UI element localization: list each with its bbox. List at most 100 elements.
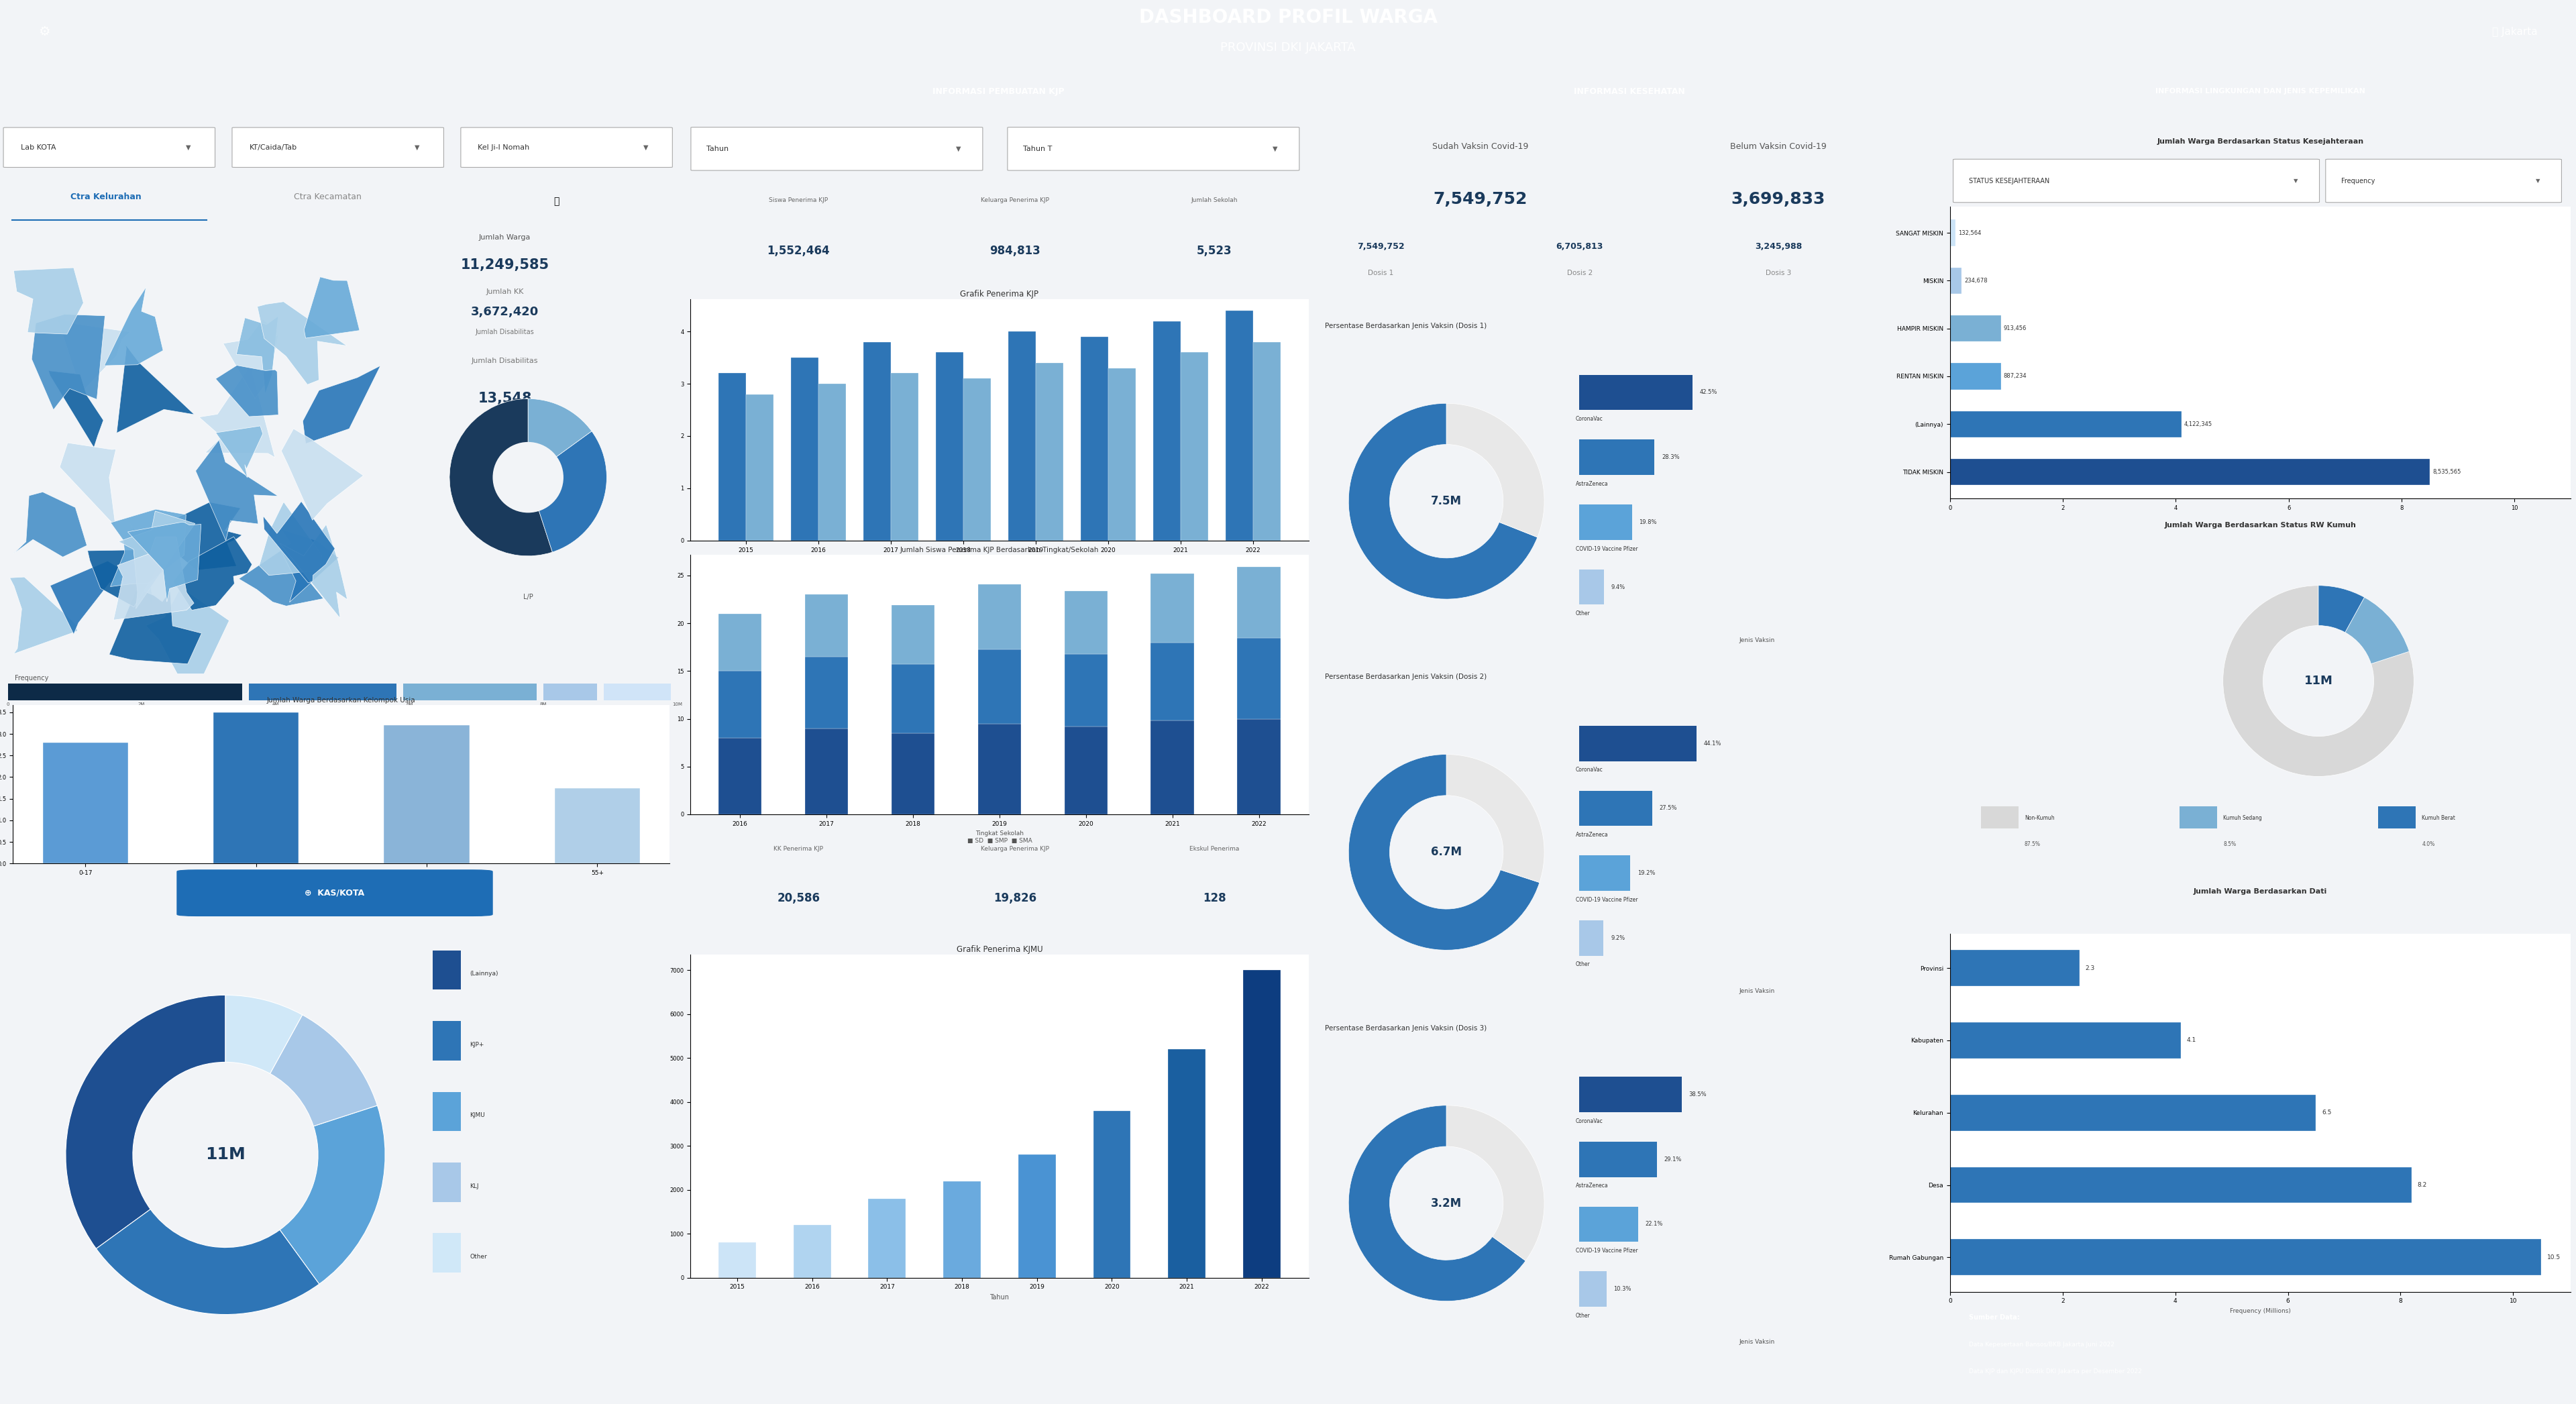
- Polygon shape: [118, 511, 196, 609]
- FancyBboxPatch shape: [402, 684, 536, 701]
- Text: 38.5%: 38.5%: [1690, 1091, 1708, 1098]
- Text: 27.5%: 27.5%: [1659, 806, 1677, 812]
- Wedge shape: [1448, 403, 1543, 538]
- Polygon shape: [258, 302, 348, 385]
- Bar: [1108, 368, 1136, 541]
- Wedge shape: [281, 1105, 384, 1285]
- Text: Kumuh Sedang: Kumuh Sedang: [2223, 814, 2262, 821]
- Bar: [1167, 1049, 1206, 1278]
- FancyBboxPatch shape: [433, 1021, 461, 1060]
- Text: INFORMASI PEMBUATAN KJP: INFORMASI PEMBUATAN KJP: [933, 87, 1064, 95]
- Text: Ctra Kelurahan: Ctra Kelurahan: [70, 192, 142, 201]
- Text: 234,678: 234,678: [1963, 278, 1986, 284]
- Text: 9.4%: 9.4%: [1610, 584, 1625, 590]
- Wedge shape: [528, 431, 608, 552]
- Text: AstraZeneca: AstraZeneca: [1577, 1182, 1607, 1189]
- Bar: [1950, 219, 1955, 246]
- Bar: [1151, 720, 1195, 814]
- Text: 42.5%: 42.5%: [1700, 389, 1718, 396]
- FancyBboxPatch shape: [1981, 806, 2020, 828]
- Text: 4M: 4M: [273, 702, 278, 706]
- Bar: [1950, 411, 2182, 437]
- Text: Keluarga Penerima KJP: Keluarga Penerima KJP: [981, 198, 1048, 204]
- Polygon shape: [111, 510, 185, 587]
- FancyBboxPatch shape: [8, 684, 242, 701]
- Text: 3.2M: 3.2M: [1430, 1198, 1463, 1209]
- Bar: [1151, 643, 1195, 720]
- Text: 29.1%: 29.1%: [1664, 1157, 1682, 1163]
- Polygon shape: [31, 314, 106, 410]
- Bar: [868, 1199, 907, 1278]
- Polygon shape: [10, 577, 77, 654]
- Bar: [1950, 1167, 2411, 1203]
- Polygon shape: [224, 319, 278, 399]
- Bar: [979, 723, 1020, 814]
- Text: COVID-19 Vaccine Pfizer: COVID-19 Vaccine Pfizer: [1577, 897, 1638, 903]
- Text: 6.7M: 6.7M: [1432, 847, 1461, 858]
- Text: 6,705,813: 6,705,813: [1556, 241, 1602, 250]
- Text: 22.1%: 22.1%: [1646, 1221, 1664, 1227]
- Wedge shape: [1350, 754, 1540, 951]
- Bar: [1950, 316, 2002, 341]
- Text: 0: 0: [5, 702, 10, 706]
- Wedge shape: [224, 995, 301, 1074]
- Bar: [1950, 459, 2429, 486]
- Bar: [1579, 790, 1651, 826]
- Bar: [44, 743, 129, 863]
- Text: Dosis 3: Dosis 3: [1765, 270, 1790, 277]
- Polygon shape: [281, 525, 348, 618]
- Text: ⊕  KAS/KOTA: ⊕ KAS/KOTA: [304, 889, 366, 897]
- Text: Ekskul Penerima: Ekskul Penerima: [1190, 845, 1239, 852]
- Text: 19.2%: 19.2%: [1638, 870, 1656, 876]
- Wedge shape: [1448, 1105, 1543, 1261]
- Text: Non-Kumuh: Non-Kumuh: [2025, 814, 2056, 821]
- Wedge shape: [1350, 403, 1538, 600]
- Text: KJMU: KJMU: [469, 1112, 484, 1119]
- Text: 9.2%: 9.2%: [1610, 935, 1625, 941]
- Title: Jumlah Warga Berdasarkan Kelompok Usia: Jumlah Warga Berdasarkan Kelompok Usia: [268, 696, 415, 703]
- Bar: [891, 664, 935, 733]
- Wedge shape: [448, 399, 551, 556]
- Text: KLJ: KLJ: [469, 1184, 479, 1189]
- Text: 10.5: 10.5: [2548, 1254, 2561, 1261]
- Text: 2.3: 2.3: [2084, 965, 2094, 972]
- Text: Persentase Berdasarkan Jenis Vaksin (Dosis 3): Persentase Berdasarkan Jenis Vaksin (Dos…: [1324, 1025, 1486, 1032]
- Text: 6M: 6M: [407, 702, 412, 706]
- Bar: [1579, 570, 1605, 605]
- Title: Grafik Penerima KJP: Grafik Penerima KJP: [961, 289, 1038, 298]
- FancyBboxPatch shape: [1953, 159, 2318, 202]
- Bar: [804, 595, 848, 657]
- Bar: [891, 733, 935, 814]
- Text: Jumlah Disabilitas: Jumlah Disabilitas: [477, 329, 533, 336]
- Text: 887,234: 887,234: [2004, 373, 2027, 379]
- Bar: [1092, 1111, 1131, 1278]
- Polygon shape: [118, 524, 155, 609]
- FancyBboxPatch shape: [2326, 159, 2561, 202]
- Text: 913,456: 913,456: [2004, 326, 2027, 331]
- Text: COVID-19 Vaccine Pfizer: COVID-19 Vaccine Pfizer: [1577, 1248, 1638, 1254]
- Bar: [719, 373, 747, 541]
- Text: 8M: 8M: [541, 702, 546, 706]
- Polygon shape: [13, 491, 88, 557]
- Bar: [719, 671, 762, 739]
- Text: 8,535,565: 8,535,565: [2432, 469, 2460, 475]
- Text: 7,549,752: 7,549,752: [1432, 191, 1528, 206]
- Text: Frequency: Frequency: [15, 675, 49, 682]
- Polygon shape: [116, 345, 193, 432]
- Text: Siswa Penerima KJP: Siswa Penerima KJP: [770, 198, 827, 204]
- Bar: [1579, 1141, 1656, 1177]
- Text: ▼: ▼: [185, 145, 191, 150]
- Text: 28.3%: 28.3%: [1662, 455, 1680, 461]
- Polygon shape: [260, 501, 322, 576]
- Bar: [891, 605, 935, 664]
- Text: COVID-19 Vaccine Pfizer: COVID-19 Vaccine Pfizer: [1577, 546, 1638, 552]
- Text: 984,813: 984,813: [989, 246, 1041, 257]
- Text: INFORMASI KESEHATAN: INFORMASI KESEHATAN: [1574, 87, 1685, 95]
- Text: Persentase Berdasarkan Jenis Vaksin (Dosis 1): Persentase Berdasarkan Jenis Vaksin (Dos…: [1324, 323, 1486, 330]
- Bar: [1579, 504, 1631, 539]
- Bar: [214, 712, 299, 863]
- Text: 5,523: 5,523: [1198, 246, 1231, 257]
- Bar: [1079, 337, 1108, 541]
- Polygon shape: [59, 442, 116, 526]
- FancyBboxPatch shape: [3, 128, 214, 167]
